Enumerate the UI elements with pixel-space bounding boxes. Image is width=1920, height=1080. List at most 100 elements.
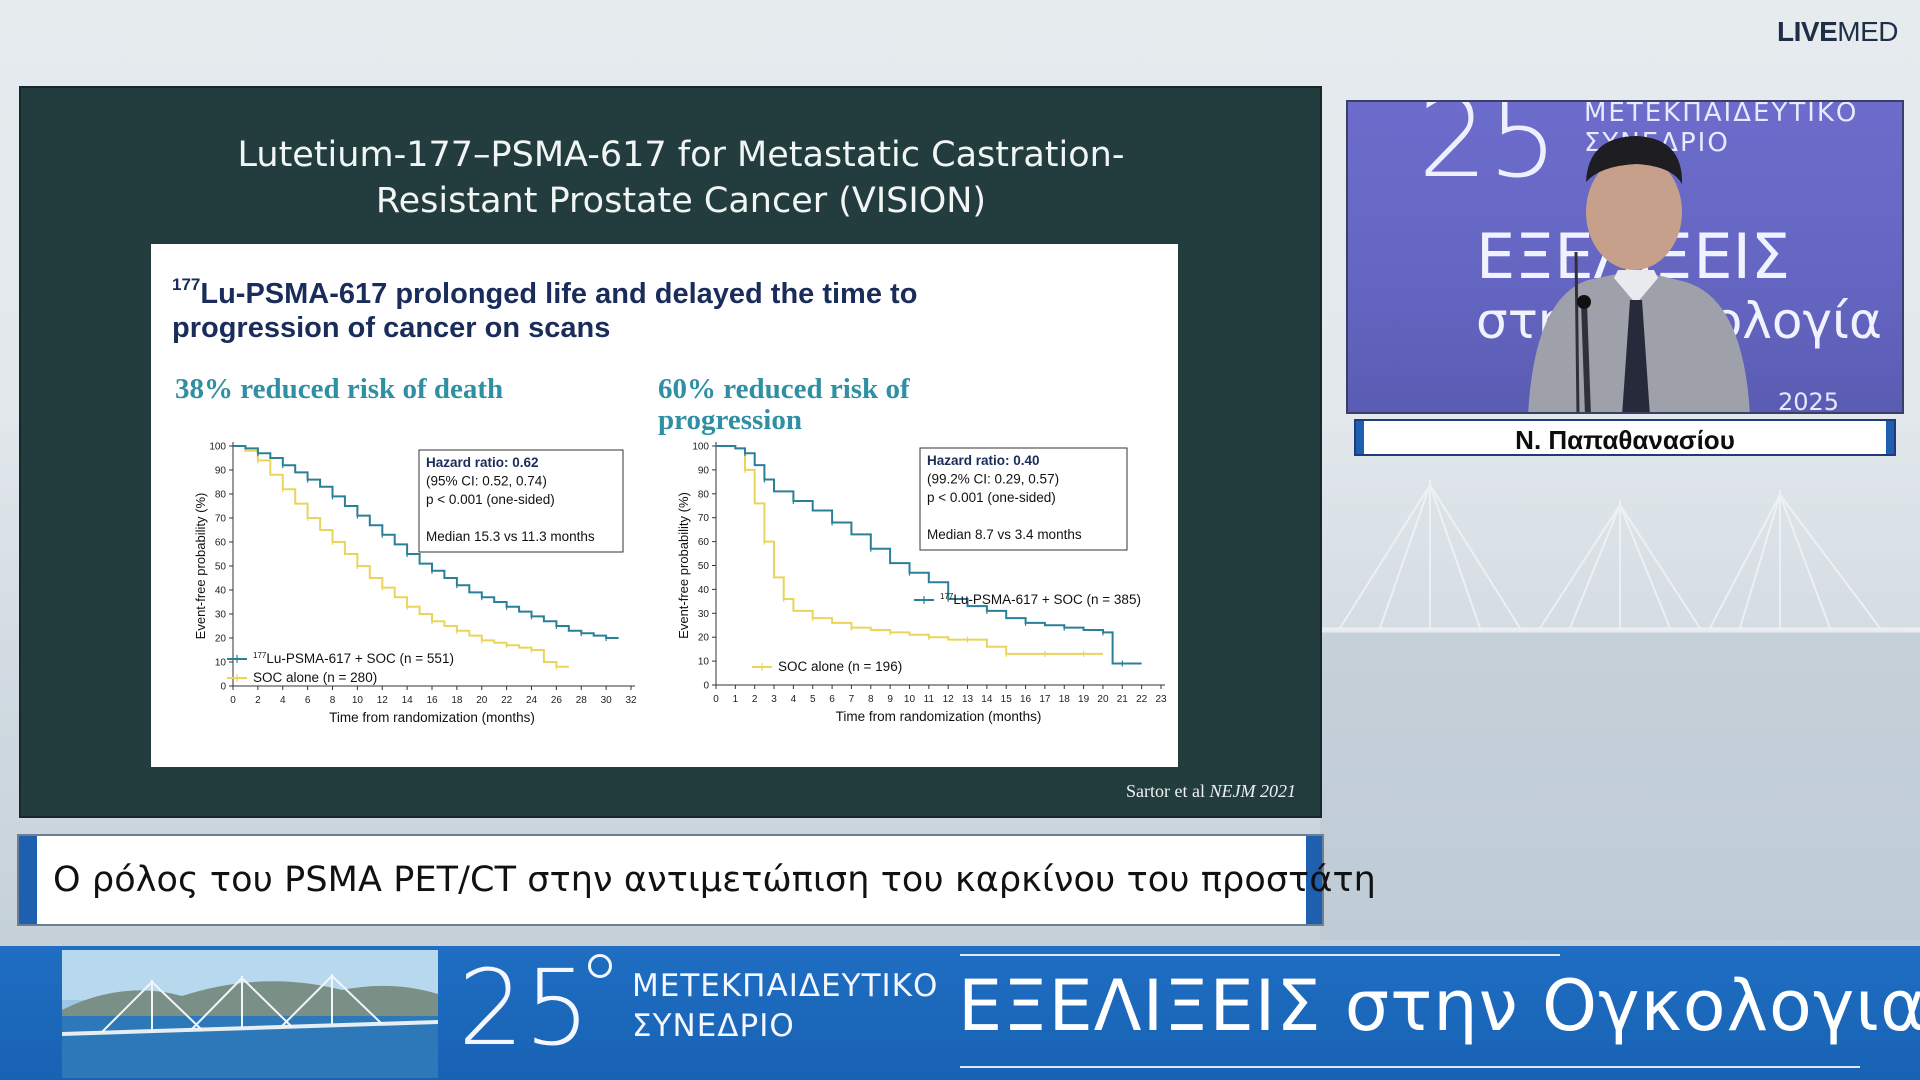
x-tick-label: 12 bbox=[943, 694, 955, 705]
x-tick-label: 1 bbox=[733, 694, 739, 705]
name-plate-accent-left bbox=[1356, 421, 1364, 454]
x-tick-label: 10 bbox=[904, 694, 916, 705]
x-tick-label: 20 bbox=[476, 695, 488, 706]
speaker-video: 25 ΜΕΤΕΚΠΑΙΔΕΥΤΙΚΟ ΣΥΝΕΔΡΙΟ ΕΞΕΛΙΞΕΙΣ στ… bbox=[1346, 100, 1904, 414]
livemed-logo: LIVEMED bbox=[1777, 16, 1898, 47]
bridge-photo bbox=[62, 950, 438, 1078]
slide-citation: Sartor et al NEJM 2021 bbox=[1126, 781, 1296, 801]
caption-accent-right bbox=[1306, 836, 1322, 924]
y-axis-label: Event-free probability (%) bbox=[676, 492, 691, 639]
x-tick-label: 28 bbox=[576, 695, 588, 706]
x-tick-label: 30 bbox=[601, 695, 613, 706]
hazard-ratio-text: (95% CI: 0.52, 0.74) bbox=[426, 474, 547, 489]
series-line-treatment bbox=[233, 445, 619, 639]
banner-number: 25 bbox=[458, 947, 591, 1069]
slide-title: Lutetium-177–PSMA-617 for Metastatic Cas… bbox=[141, 132, 1221, 224]
degree-symbol-icon bbox=[588, 954, 612, 978]
left-chart-subheading: 38% reduced risk of death bbox=[175, 373, 504, 405]
x-tick-label: 3 bbox=[771, 694, 777, 705]
y-tick-label: 40 bbox=[215, 586, 227, 597]
x-tick-label: 0 bbox=[713, 694, 719, 705]
x-tick-label: 32 bbox=[625, 695, 637, 706]
background-bridge-image bbox=[1320, 480, 1920, 940]
legend-label: SOC alone (n = 196) bbox=[778, 659, 902, 674]
legend-label: 177Lu-PSMA-617 + SOC (n = 551) bbox=[253, 651, 454, 666]
legend-label: SOC alone (n = 280) bbox=[253, 670, 377, 685]
video-bg-line-1: ΜΕΤΕΚΠΑΙΔΕΥΤΙΚΟ bbox=[1584, 100, 1859, 128]
x-tick-label: 19 bbox=[1078, 694, 1090, 705]
x-tick-label: 21 bbox=[1117, 694, 1129, 705]
conference-banner: 25 ΜΕΤΕΚΠΑΙΔΕΥΤΙΚΟ ΣΥΝΕΔΡΙΟ ΕΞΕΛΙΞΕΙΣ στ… bbox=[0, 946, 1920, 1080]
x-tick-label: 7 bbox=[849, 694, 855, 705]
y-tick-label: 90 bbox=[215, 466, 227, 477]
y-tick-label: 0 bbox=[220, 682, 226, 693]
x-tick-label: 0 bbox=[230, 695, 236, 706]
right-subheading-line-2: progression bbox=[658, 404, 802, 436]
talk-title-bar: Ο ρόλος του PSMA PET/CT στην αντιμετώπισ… bbox=[17, 834, 1376, 926]
series-line-control bbox=[233, 445, 569, 668]
x-tick-label: 11 bbox=[924, 694, 935, 705]
y-tick-label: 20 bbox=[698, 633, 710, 644]
speaker-figure bbox=[1528, 136, 1750, 412]
headline-line-2: progression of cancer on scans bbox=[172, 312, 611, 344]
x-tick-label: 20 bbox=[1097, 694, 1109, 705]
caption-accent-left bbox=[19, 836, 37, 924]
y-axis-label: Event-free probability (%) bbox=[193, 493, 208, 640]
x-tick-label: 5 bbox=[810, 694, 816, 705]
legend-superscript: 177 bbox=[253, 651, 267, 660]
hazard-ratio-box bbox=[919, 447, 1128, 551]
y-tick-label: 30 bbox=[698, 609, 710, 620]
figure-headline: 177Lu-PSMA-617 prolonged life and delaye… bbox=[172, 268, 1072, 345]
y-tick-label: 40 bbox=[698, 585, 710, 596]
x-tick-label: 24 bbox=[526, 695, 538, 706]
x-tick-label: 26 bbox=[551, 695, 563, 706]
x-tick-label: 2 bbox=[255, 695, 261, 706]
y-tick-label: 20 bbox=[215, 634, 227, 645]
name-plate-accent-right bbox=[1886, 421, 1894, 454]
x-tick-label: 4 bbox=[791, 694, 797, 705]
slide-title-line-1: Lutetium-177–PSMA-617 for Metastatic Cas… bbox=[237, 135, 1125, 175]
x-tick-label: 18 bbox=[451, 695, 463, 706]
hazard-ratio-text: p < 0.001 (one-sided) bbox=[426, 492, 555, 507]
hazard-ratio-text: Hazard ratio: 0.62 bbox=[426, 455, 539, 470]
legend-superscript: 177 bbox=[940, 592, 954, 601]
y-tick-label: 80 bbox=[698, 489, 710, 500]
x-tick-label: 4 bbox=[280, 695, 286, 706]
y-tick-label: 30 bbox=[215, 610, 227, 621]
y-tick-label: 10 bbox=[215, 658, 227, 669]
x-tick-label: 8 bbox=[330, 695, 336, 706]
hazard-ratio-text: p < 0.001 (one-sided) bbox=[927, 490, 1056, 505]
hazard-ratio-text: Median 15.3 vs 11.3 months bbox=[426, 529, 595, 544]
x-tick-label: 22 bbox=[501, 695, 513, 706]
y-tick-label: 80 bbox=[215, 490, 227, 501]
x-tick-label: 12 bbox=[377, 695, 389, 706]
hazard-ratio-text: Hazard ratio: 0.40 bbox=[927, 453, 1040, 468]
banner-line-2: ΣΥΝΕΔΡΙΟ bbox=[632, 1008, 795, 1044]
x-tick-label: 15 bbox=[1001, 694, 1013, 705]
banner-title: ΕΞΕΛΙΞΕΙΣ στην Ογκολογια bbox=[958, 965, 1920, 1047]
hazard-ratio-text: (99.2% CI: 0.29, 0.57) bbox=[927, 472, 1059, 487]
y-tick-label: 100 bbox=[692, 442, 709, 453]
x-tick-label: 8 bbox=[868, 694, 874, 705]
speaker-name: Ν. Παπαθανασίου bbox=[1515, 425, 1735, 455]
y-tick-label: 70 bbox=[215, 514, 227, 525]
banner-line-1: ΜΕΤΕΚΠΑΙΔΕΥΤΙΚΟ bbox=[632, 968, 939, 1004]
x-tick-label: 6 bbox=[305, 695, 311, 706]
slide-title-line-2: Resistant Prostate Cancer (VISION) bbox=[375, 181, 987, 221]
y-tick-label: 60 bbox=[698, 537, 710, 548]
video-bg-number: 25 bbox=[1418, 100, 1558, 202]
x-tick-label: 17 bbox=[1039, 694, 1051, 705]
y-tick-label: 10 bbox=[698, 657, 710, 668]
talk-title: Ο ρόλος του PSMA PET/CT στην αντιμετώπισ… bbox=[53, 860, 1376, 900]
x-tick-label: 23 bbox=[1155, 694, 1167, 705]
headline-superscript: 177 bbox=[172, 275, 201, 294]
y-tick-label: 60 bbox=[215, 538, 227, 549]
hazard-ratio-box bbox=[418, 449, 624, 553]
right-chart-subheading: 60% reduced risk of progression bbox=[658, 374, 910, 436]
figure-panel: 177Lu-PSMA-617 prolonged life and delaye… bbox=[151, 244, 1178, 767]
x-tick-label: 14 bbox=[402, 695, 414, 706]
x-tick-label: 13 bbox=[962, 694, 974, 705]
legend-label: 177Lu-PSMA-617 + SOC (n = 385) bbox=[940, 592, 1141, 607]
